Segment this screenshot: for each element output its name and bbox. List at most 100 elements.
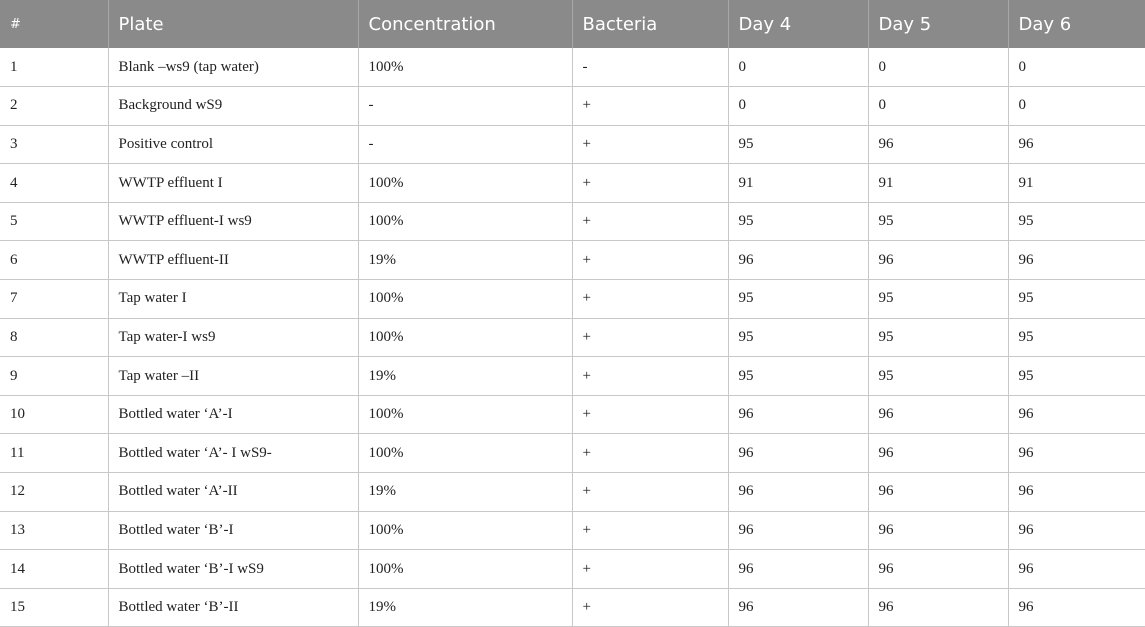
cell-bacteria: +	[572, 511, 729, 551]
cell-bacteria: +	[572, 318, 729, 358]
cell-day-4: 96	[728, 433, 869, 474]
header-day-4: Day 4	[728, 0, 869, 48]
cell-concentration: 100%	[358, 549, 573, 589]
table-row: 6 WWTP effluent-II 19% +96 96 96	[0, 240, 1145, 281]
cell-day-6: 0	[1008, 86, 1145, 126]
cell-number: 5	[0, 202, 109, 242]
cell-day-6: 95	[1008, 202, 1145, 242]
cell-day-4: 96	[728, 472, 869, 512]
cell-day-4: 95	[728, 279, 869, 319]
table-row: 9 Tap water –II 19% +95 95 95	[0, 356, 1145, 396]
cell-concentration: 19%	[358, 472, 573, 512]
table-row: 1 Blank –ws9 (tap water) 100% -0 0 0	[0, 48, 1145, 88]
cell-day-4: 96	[728, 395, 869, 435]
cell-bacteria: +	[572, 240, 729, 281]
cell-bacteria: +	[572, 86, 729, 126]
cell-bacteria: +	[572, 356, 729, 396]
cell-number: 15	[0, 588, 109, 627]
cell-plate: Bottled water ‘A’- I wS9-	[108, 433, 359, 474]
cell-concentration: 100%	[358, 511, 573, 551]
cell-concentration: 19%	[358, 240, 573, 281]
cell-day-4: 96	[728, 588, 869, 627]
header-number: #	[0, 0, 109, 48]
cell-day-5: 95	[868, 356, 1009, 396]
cell-plate: Tap water-I ws9	[108, 318, 359, 358]
header-day-6: Day 6	[1008, 0, 1145, 48]
header-bacteria: Bacteria	[572, 0, 729, 48]
cell-day-5: 96	[868, 240, 1009, 281]
cell-bacteria: +	[572, 202, 729, 242]
cell-plate: WWTP effluent-II	[108, 240, 359, 281]
cell-day-4: 96	[728, 511, 869, 551]
cell-bacteria: +	[572, 588, 729, 627]
header-day-5: Day 5	[868, 0, 1009, 48]
cell-day-6: 96	[1008, 395, 1145, 435]
cell-bacteria: +	[572, 163, 729, 203]
cell-plate: Bottled water ‘A’-II	[108, 472, 359, 512]
header-concentration: Concentration	[358, 0, 573, 48]
cell-day-4: 91	[728, 163, 869, 203]
cell-concentration: 100%	[358, 48, 573, 88]
cell-plate: Bottled water ‘B’-II	[108, 588, 359, 627]
cell-concentration: -	[358, 86, 573, 126]
cell-number: 13	[0, 511, 109, 551]
table-row: 4 WWTP effluent I 100% +91 91 91	[0, 163, 1145, 203]
cell-day-5: 95	[868, 279, 1009, 319]
cell-day-5: 0	[868, 86, 1009, 126]
cell-number: 14	[0, 549, 109, 589]
cell-day-6: 95	[1008, 356, 1145, 396]
cell-day-6: 95	[1008, 318, 1145, 358]
cell-number: 6	[0, 240, 109, 281]
cell-bacteria: +	[572, 125, 729, 165]
header-plate: Plate	[108, 0, 359, 48]
cell-concentration: 100%	[358, 318, 573, 358]
cell-bacteria: +	[572, 549, 729, 589]
cell-concentration: 100%	[358, 279, 573, 319]
table-row: 2 Background wS9- +0 0 0	[0, 86, 1145, 126]
cell-number: 9	[0, 356, 109, 396]
cell-plate: Bottled water ‘A’-I	[108, 395, 359, 435]
table-header: # Plate Concentration Bacteria Day 4 Day…	[0, 0, 1145, 48]
cell-plate: Blank –ws9 (tap water)	[108, 48, 359, 88]
table-row: 7 Tap water I 100% +95 95 95	[0, 279, 1145, 319]
cell-number: 1	[0, 48, 109, 88]
cell-day-5: 96	[868, 472, 1009, 512]
cell-day-4: 96	[728, 240, 869, 281]
cell-day-5: 96	[868, 511, 1009, 551]
cell-number: 4	[0, 163, 109, 203]
cell-plate: Positive control	[108, 125, 359, 165]
header-row: # Plate Concentration Bacteria Day 4 Day…	[0, 0, 1145, 48]
table-row: 12 Bottled water ‘A’-II 19% +96 96 96	[0, 472, 1145, 512]
table-body: 1 Blank –ws9 (tap water) 100% -0 0 0 2 Backgrou…	[0, 48, 1145, 627]
cell-day-6: 96	[1008, 433, 1145, 474]
cell-plate: Tap water I	[108, 279, 359, 319]
cell-day-6: 91	[1008, 163, 1145, 203]
cell-day-6: 96	[1008, 588, 1145, 627]
cell-day-5: 96	[868, 549, 1009, 589]
cell-bacteria: -	[572, 48, 729, 88]
cell-concentration: 100%	[358, 395, 573, 435]
cell-day-4: 95	[728, 125, 869, 165]
cell-day-4: 96	[728, 549, 869, 589]
cell-bacteria: +	[572, 472, 729, 512]
cell-day-6: 96	[1008, 549, 1145, 589]
cell-plate: Bottled water ‘B’-I	[108, 511, 359, 551]
cell-day-4: 0	[728, 86, 869, 126]
cell-day-6: 96	[1008, 125, 1145, 165]
cell-day-4: 95	[728, 356, 869, 396]
cell-day-6: 95	[1008, 279, 1145, 319]
cell-concentration: 100%	[358, 163, 573, 203]
table-row: 5 WWTP effluent-I ws9 100% +95 95 95	[0, 202, 1145, 242]
cell-concentration: 19%	[358, 356, 573, 396]
cell-number: 2	[0, 86, 109, 126]
table-row: 15 Bottled water ‘B’-II 19% +96 96 96	[0, 588, 1145, 627]
table-row: 8 Tap water-I ws9 100% +95 95 95	[0, 318, 1145, 358]
cell-day-5: 96	[868, 125, 1009, 165]
cell-concentration: 19%	[358, 588, 573, 627]
cell-day-5: 96	[868, 433, 1009, 474]
cell-day-5: 91	[868, 163, 1009, 203]
cell-day-5: 0	[868, 48, 1009, 88]
cell-day-5: 95	[868, 202, 1009, 242]
cell-bacteria: +	[572, 395, 729, 435]
